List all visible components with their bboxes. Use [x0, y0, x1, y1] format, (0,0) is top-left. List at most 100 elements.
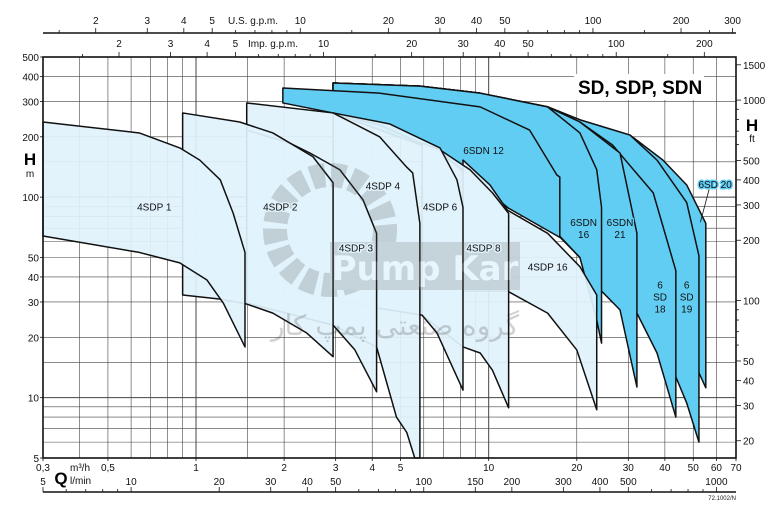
h-m-tick-label: 30: [28, 298, 40, 309]
chart-title: SD, SDP, SDN: [578, 78, 702, 99]
h-ft-tick-label: 30: [743, 401, 755, 412]
figure-code: 72.1002/N: [708, 496, 736, 502]
h-ft-tick-label: 50: [743, 357, 755, 368]
q-usgpm-tick-label: 3: [144, 16, 150, 27]
region-label: 16: [578, 230, 590, 241]
region-label: 4SDP 16: [528, 263, 568, 274]
q-lmin-tick-label: 300: [555, 477, 572, 488]
watermark-logo-box: [330, 242, 520, 290]
h-ft-tick-label: 40: [743, 376, 755, 387]
region-label: 21: [614, 230, 626, 241]
region-label: 4SDP 2: [263, 202, 298, 213]
watermark-persian-text: گروه صنعتی پمپ کار: [269, 309, 520, 342]
h-m-tick-label: 100: [22, 193, 39, 204]
q-impgpm-tick-label: 50: [523, 39, 535, 50]
label-leader-line: [700, 189, 710, 223]
h-axis-unit-right: ft: [749, 134, 755, 145]
q-m3h-tick-label: 0,3: [36, 463, 50, 474]
h-m-tick-label: 200: [22, 133, 39, 144]
q-impgpm-tick-label: 4: [204, 39, 210, 50]
h-ft-tick-label: 400: [743, 176, 760, 187]
q-usgpm-tick-label: 200: [673, 16, 690, 27]
h-axis-unit-left: m: [26, 169, 34, 180]
q-impgpm-tick-label: 3: [168, 39, 174, 50]
h-ft-tick-label: 20: [743, 437, 755, 448]
watermark: Pump Kar گروه صنعتی پمپ کار: [263, 163, 520, 342]
h-m-tick-label: 40: [28, 273, 40, 284]
q-lmin-tick-label: 400: [592, 477, 609, 488]
h-ft-tick-label: 300: [743, 201, 760, 212]
h-m-tick-label: 400: [22, 72, 39, 83]
h-ft-tick-label: 1500: [743, 61, 766, 72]
q-impgpm-tick-label: 100: [608, 39, 625, 50]
region-label: 4SDP 1: [137, 202, 172, 213]
q-lmin-tick-label: 20: [214, 477, 226, 488]
q-usgpm-tick-label: 50: [499, 16, 511, 27]
region-label: 4SDP 8: [466, 244, 501, 255]
q-usgpm-tick-label: 40: [471, 16, 483, 27]
h-ft-tick-label: 100: [743, 297, 760, 308]
q-lmin-tick-label: 1000: [705, 477, 728, 488]
region-label: SD: [680, 292, 694, 303]
q-m3h-tick-label: 0,5: [101, 463, 115, 474]
q-m3h-tick-label: 4: [369, 463, 375, 474]
h-ft-tick-label: 200: [743, 236, 760, 247]
watermark-logo-text: Pump Kar: [332, 249, 519, 289]
q-m3h-tick-label: 70: [730, 463, 742, 474]
q-m3h-tick-label: 20: [571, 463, 583, 474]
q-lmin-tick-label: 500: [620, 477, 637, 488]
q-impgpm-tick-label: 200: [696, 39, 713, 50]
q-m3h-tick-label: 40: [659, 463, 671, 474]
q-lmin-tick-label: 5: [40, 477, 46, 488]
q-axis-unit-usgpm: U.S. g.p.m.: [228, 16, 278, 27]
q-impgpm-tick-label: 40: [494, 39, 506, 50]
h-axis-symbol-right: H: [746, 116, 758, 135]
q-m3h-tick-label: 5: [398, 463, 404, 474]
h-axis-symbol-left: H: [24, 150, 36, 169]
q-impgpm-tick-label: 30: [458, 39, 470, 50]
h-m-tick-label: 10: [28, 394, 40, 405]
q-axis-unit-m3h: m³/h: [70, 463, 90, 474]
q-m3h-tick-label: 60: [711, 463, 723, 474]
region-4sdp-1: [42, 121, 246, 348]
q-usgpm-tick-label: 5: [209, 16, 215, 27]
q-impgpm-tick-label: 20: [406, 39, 418, 50]
q-usgpm-tick-label: 30: [434, 16, 446, 27]
region-label: 4SDP 4: [366, 182, 401, 193]
impgpm-unit-background: [244, 36, 308, 49]
q-axis-unit-impgpm: Imp. g.p.m.: [248, 39, 298, 50]
pump-regions: [42, 82, 707, 459]
q-m3h-tick-label: 10: [483, 463, 495, 474]
q-lmin-tick-label: 200: [504, 477, 521, 488]
axes: 5102030405010020030040050020304050100200…: [22, 16, 766, 493]
region-label: 18: [654, 304, 666, 315]
q-lmin-tick-label: 50: [330, 477, 342, 488]
q-m3h-tick-label: 50: [688, 463, 700, 474]
region-label: 4SDP 3: [339, 244, 374, 255]
q-lmin-tick-label: 150: [467, 477, 484, 488]
q-impgpm-tick-label: 10: [318, 39, 330, 50]
title-background: [574, 74, 704, 100]
q-usgpm-tick-label: 2: [93, 16, 99, 27]
q-usgpm-tick-label: 300: [724, 16, 741, 27]
region-label: 6: [657, 280, 663, 291]
region-label: SD: [653, 292, 667, 303]
usgpm-unit-background: [225, 12, 285, 25]
region-label: 6SD 20: [698, 180, 732, 191]
q-m3h-tick-label: 30: [623, 463, 635, 474]
q-m3h-tick-label: 1: [193, 463, 199, 474]
q-axis-unit-lmin: l/min: [70, 476, 91, 487]
h-m-tick-label: 20: [28, 333, 40, 344]
q-usgpm-tick-label: 100: [585, 16, 602, 27]
q-lmin-tick-label: 30: [265, 477, 277, 488]
region-label: 6SDN 12: [463, 146, 504, 157]
q-lmin-tick-label: 40: [302, 477, 314, 488]
region-label: 6SDN: [570, 218, 597, 229]
q-impgpm-tick-label: 2: [116, 39, 122, 50]
q-lmin-tick-label: 100: [415, 477, 432, 488]
watermark-gear-icon: [263, 163, 397, 297]
q-usgpm-tick-label: 10: [295, 16, 307, 27]
q-axis-symbol: Q: [54, 469, 67, 488]
